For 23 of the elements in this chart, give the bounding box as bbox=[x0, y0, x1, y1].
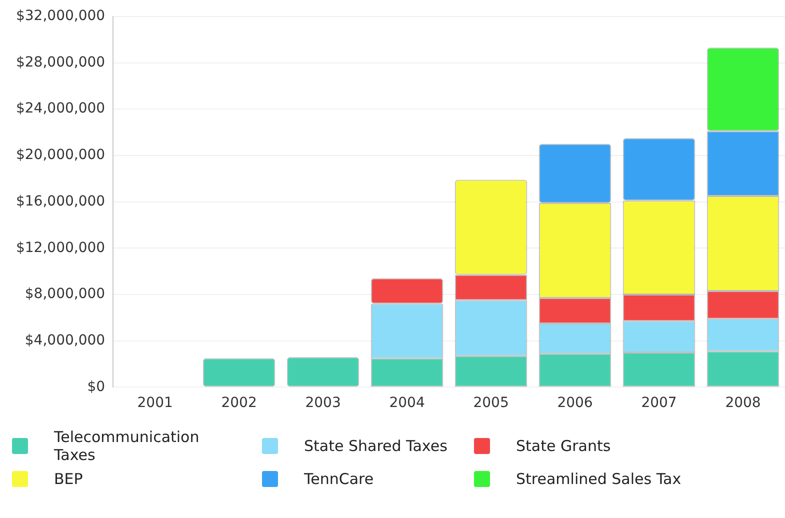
x-tick-label: 2007 bbox=[641, 395, 677, 412]
y-tick-label: $12,000,000 bbox=[16, 240, 106, 256]
y-tick-label: $28,000,000 bbox=[16, 54, 106, 70]
legend-label: BEP bbox=[54, 470, 83, 488]
legend-label: Telecommunication Taxes bbox=[54, 428, 200, 464]
x-tick-label: 2002 bbox=[221, 395, 257, 412]
x-tick-label: 2003 bbox=[305, 395, 341, 412]
legend-label: State Shared Taxes bbox=[304, 437, 448, 455]
legend-label: TennCare bbox=[304, 470, 374, 488]
legend-label: State Grants bbox=[516, 437, 611, 455]
y-tick-label: $4,000,000 bbox=[24, 332, 106, 348]
legend-label: Streamlined Sales Tax bbox=[516, 470, 682, 488]
y-tick-label: $16,000,000 bbox=[16, 193, 106, 210]
y-tick-label: $8,000,000 bbox=[24, 286, 106, 302]
x-tick-label: 2008 bbox=[725, 395, 761, 412]
x-tick-label: 2006 bbox=[557, 395, 593, 412]
y-tick-label: $32,000,000 bbox=[16, 8, 106, 24]
x-tick-label: 2001 bbox=[137, 395, 173, 412]
x-tick-label: 2005 bbox=[473, 395, 509, 412]
y-tick-label: $24,000,000 bbox=[16, 100, 106, 117]
y-tick-label: $0 bbox=[87, 378, 106, 395]
x-tick-label: 2004 bbox=[389, 395, 425, 412]
y-tick-label: $20,000,000 bbox=[16, 147, 106, 164]
